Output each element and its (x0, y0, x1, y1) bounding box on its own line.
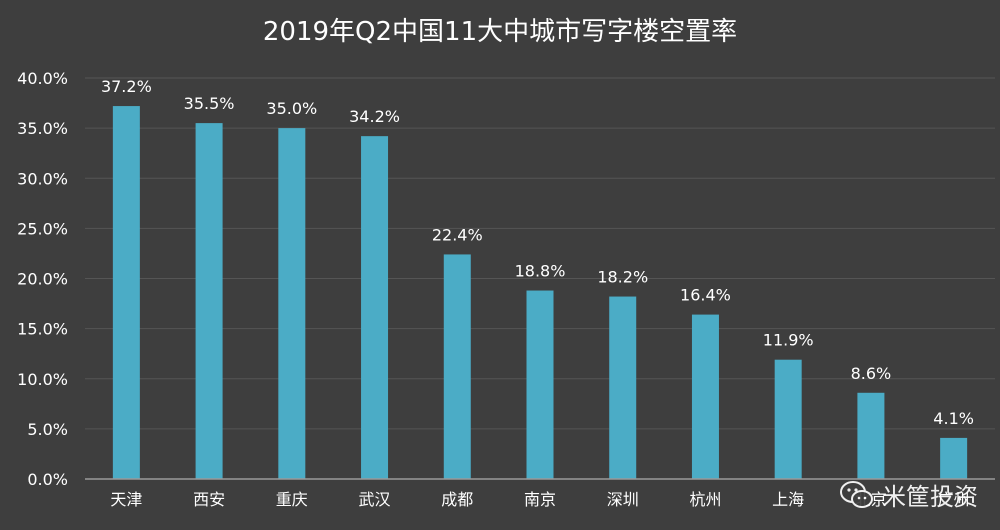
y-tick-label: 10.0% (17, 370, 68, 389)
bar (278, 128, 306, 479)
bar (857, 392, 885, 479)
x-tick-label: 武汉 (359, 490, 391, 509)
bar (361, 136, 389, 479)
data-label: 18.2% (597, 268, 648, 287)
wechat-icon (840, 480, 873, 508)
x-tick-label: 重庆 (276, 490, 308, 509)
bar (443, 254, 471, 479)
y-tick-label: 5.0% (27, 420, 68, 439)
data-label: 35.0% (266, 99, 317, 118)
y-tick-label: 25.0% (17, 219, 68, 238)
x-tick-label: 南京 (524, 490, 556, 509)
y-tick-label: 35.0% (17, 119, 68, 138)
data-label: 34.2% (349, 107, 400, 126)
bar (195, 123, 223, 480)
x-tick-label: 西安 (193, 490, 225, 509)
x-tick-label: 深圳 (607, 490, 639, 509)
bar (526, 290, 554, 479)
data-label: 37.2% (101, 77, 152, 96)
data-label: 8.6% (851, 364, 892, 383)
bar (774, 359, 802, 479)
x-tick-label: 天津 (110, 490, 142, 509)
x-axis-ticks: 天津西安重庆武汉成都南京深圳杭州上海北京广州 (110, 490, 969, 509)
data-label: 16.4% (680, 286, 731, 305)
y-tick-label: 30.0% (17, 169, 68, 188)
data-label: 18.8% (515, 262, 566, 281)
data-label: 22.4% (432, 225, 483, 244)
watermark-text: 米筐投资 (882, 483, 978, 511)
y-tick-label: 40.0% (17, 69, 68, 88)
data-label: 35.5% (184, 94, 235, 113)
x-tick-label: 杭州 (689, 490, 721, 509)
data-label: 11.9% (763, 331, 814, 350)
bars (112, 106, 968, 480)
data-labels: 37.2% 35.5% 35.0% 34.2% 22.4% 18.8% 18.2% 16.4%… (101, 77, 974, 428)
y-tick-label: 15.0% (17, 320, 68, 339)
y-tick-label: 20.0% (17, 270, 68, 289)
bar (609, 296, 637, 479)
bar (940, 437, 968, 479)
bar (112, 106, 140, 479)
watermark: 米筐投资 (840, 477, 978, 512)
data-label: 4.1% (933, 409, 974, 428)
chart-title: 2019年Q2中国11大中城市写字楼空置率 (263, 17, 737, 47)
bar (691, 314, 719, 479)
y-axis-ticks: 0.0% 5.0% 10.0% 15.0% 20.0% 25.0% 30.0% 35.0% 40… (17, 69, 68, 489)
x-tick-label: 上海 (772, 490, 804, 509)
y-tick-label: 0.0% (27, 470, 68, 489)
x-tick-label: 成都 (441, 490, 473, 509)
x-tick-label: 广州 (938, 490, 970, 509)
